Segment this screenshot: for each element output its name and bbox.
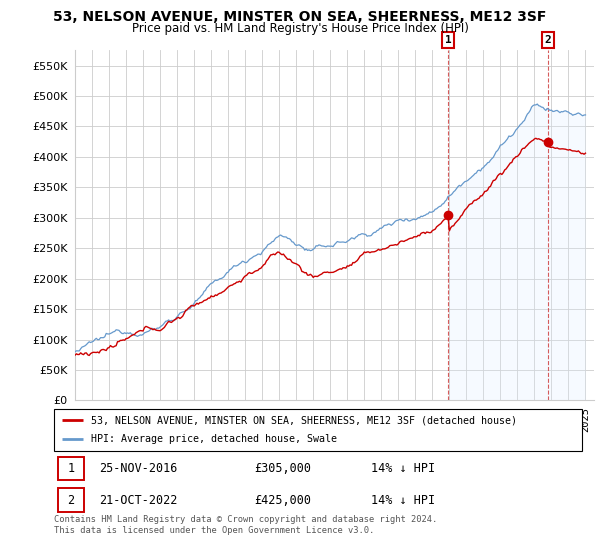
Text: Contains HM Land Registry data © Crown copyright and database right 2024.
This d: Contains HM Land Registry data © Crown c… xyxy=(54,515,437,535)
Text: 14% ↓ HPI: 14% ↓ HPI xyxy=(371,493,435,507)
FancyBboxPatch shape xyxy=(58,457,83,480)
Text: 1: 1 xyxy=(445,35,451,45)
Text: 14% ↓ HPI: 14% ↓ HPI xyxy=(371,462,435,475)
FancyBboxPatch shape xyxy=(58,488,83,512)
Text: 1: 1 xyxy=(67,462,74,475)
Text: £305,000: £305,000 xyxy=(254,462,311,475)
Text: 2: 2 xyxy=(67,493,74,507)
Text: 2: 2 xyxy=(545,35,551,45)
Text: 53, NELSON AVENUE, MINSTER ON SEA, SHEERNESS, ME12 3SF (detached house): 53, NELSON AVENUE, MINSTER ON SEA, SHEER… xyxy=(91,415,517,425)
Text: 25-NOV-2016: 25-NOV-2016 xyxy=(99,462,177,475)
Text: 53, NELSON AVENUE, MINSTER ON SEA, SHEERNESS, ME12 3SF: 53, NELSON AVENUE, MINSTER ON SEA, SHEER… xyxy=(53,10,547,24)
Text: HPI: Average price, detached house, Swale: HPI: Average price, detached house, Swal… xyxy=(91,435,337,445)
Text: Price paid vs. HM Land Registry's House Price Index (HPI): Price paid vs. HM Land Registry's House … xyxy=(131,22,469,35)
FancyBboxPatch shape xyxy=(54,409,582,451)
Text: 21-OCT-2022: 21-OCT-2022 xyxy=(99,493,177,507)
Text: £425,000: £425,000 xyxy=(254,493,311,507)
